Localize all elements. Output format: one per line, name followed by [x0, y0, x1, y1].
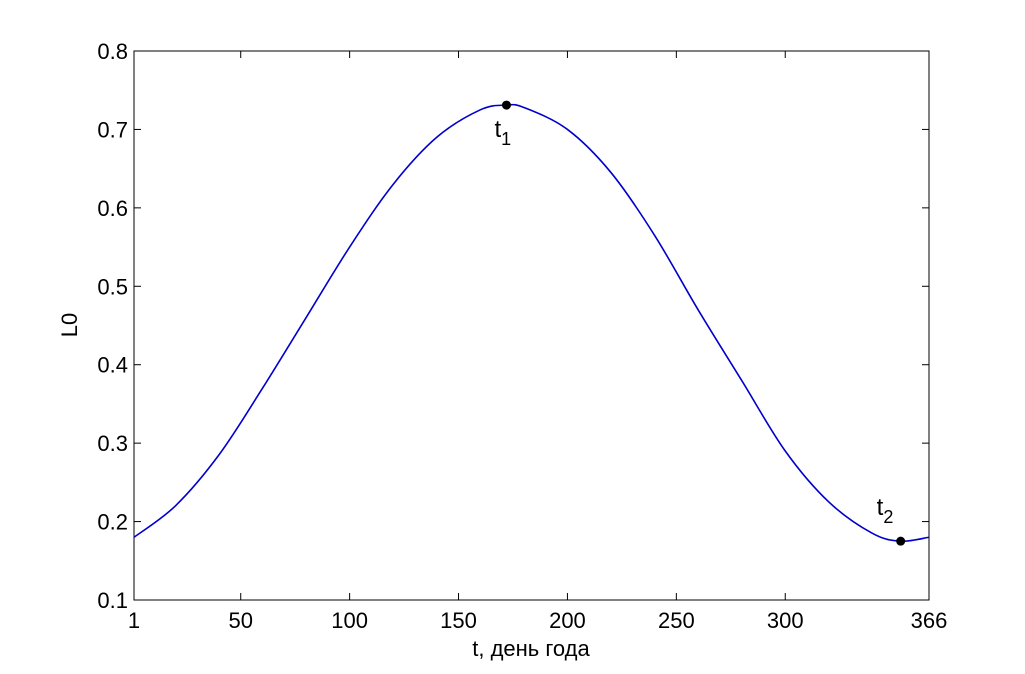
x-tick-label: 1	[128, 608, 140, 633]
y-tick-label: 0.5	[97, 274, 128, 299]
series-line	[133, 103, 930, 543]
x-tick-label: 300	[767, 608, 804, 633]
y-tick-label: 0.7	[97, 117, 128, 142]
y-tick-label: 0.2	[97, 510, 128, 535]
x-tick-label: 200	[549, 608, 586, 633]
x-tick-label: 366	[911, 608, 948, 633]
x-axis-label: t, день года	[472, 636, 590, 661]
annotation-label-main: t	[877, 494, 884, 521]
x-tick-label: 100	[331, 608, 368, 633]
annotation-marker	[896, 536, 906, 546]
y-axis-label: L0	[57, 313, 82, 337]
annotation-label: t2	[877, 494, 894, 527]
annotation-label-subscript: 2	[883, 507, 893, 527]
annotation-label-subscript: 1	[501, 129, 511, 149]
x-tick-label: 250	[658, 608, 695, 633]
y-tick-label: 0.3	[97, 431, 128, 456]
y-tick-label: 0.1	[97, 588, 128, 613]
annotation-marker	[501, 100, 511, 110]
y-tick-label: 0.8	[97, 39, 128, 64]
x-tick-label: 150	[440, 608, 477, 633]
annotation-label: t1	[494, 116, 511, 149]
x-tick-label: 50	[228, 608, 252, 633]
y-tick-label: 0.4	[97, 353, 128, 378]
y-tick-label: 0.6	[97, 196, 128, 221]
plot-area	[133, 50, 930, 601]
annotation-label-main: t	[494, 116, 501, 143]
